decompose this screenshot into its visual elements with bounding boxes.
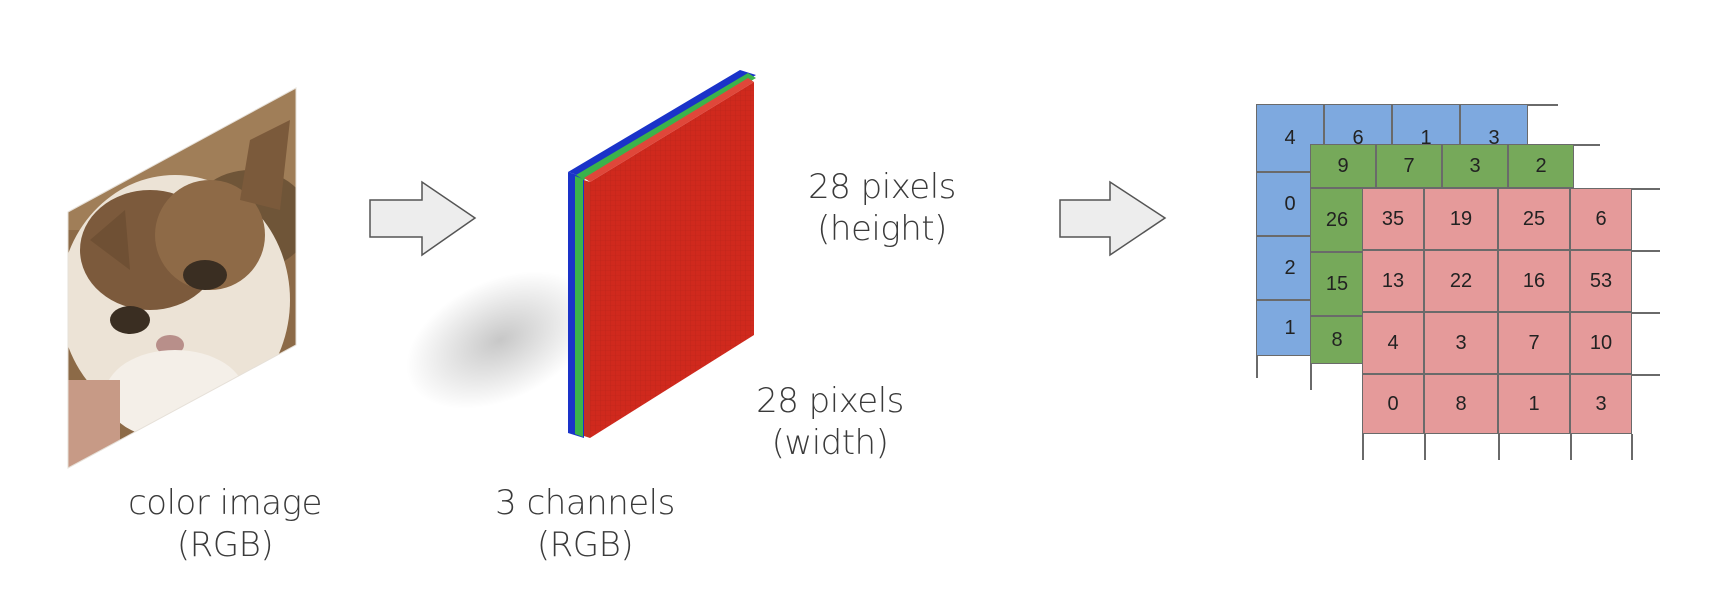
cat-photo-icon	[68, 88, 296, 468]
grid-line	[1362, 434, 1364, 460]
grid-cell: 26	[1310, 188, 1364, 252]
cell-value: 4	[1387, 331, 1399, 354]
cell-value: 4	[1284, 126, 1296, 149]
cell-value: 8	[1331, 328, 1343, 351]
cell-value: 19	[1449, 207, 1473, 230]
grid-cell: 4	[1362, 312, 1424, 374]
grid-cell: 13	[1362, 250, 1424, 312]
grid-line	[1632, 188, 1660, 190]
grid-cell: 16	[1498, 250, 1570, 312]
grid-cell: 10	[1570, 312, 1632, 374]
right-arrow-icon	[369, 180, 477, 257]
grid-cell: 35	[1362, 188, 1424, 250]
grid-cell: 25	[1498, 188, 1570, 250]
color-image-label-line1: color image	[128, 483, 322, 523]
grid-line	[1574, 144, 1600, 146]
cell-value: 1	[1284, 316, 1296, 339]
grid-cell: 3	[1442, 144, 1508, 188]
cell-value: 9	[1337, 154, 1349, 177]
cell-value: 1	[1420, 126, 1432, 149]
cell-value: 0	[1284, 192, 1296, 215]
height-label: 28 pixels (height)	[782, 166, 982, 250]
grid-cell: 7	[1498, 312, 1570, 374]
grid-cell: 6	[1570, 188, 1632, 250]
channels-label-line2: (RGB)	[536, 525, 634, 565]
cell-value: 7	[1528, 331, 1540, 354]
grid-cell: 3	[1424, 312, 1498, 374]
color-image-label: color image (RGB)	[100, 482, 350, 566]
height-label-line2: (height)	[817, 209, 947, 249]
grid-cell: 53	[1570, 250, 1632, 312]
grid-line	[1528, 104, 1558, 106]
grid-line	[1310, 364, 1312, 390]
grid-line	[1632, 374, 1660, 376]
grid-cell: 7	[1376, 144, 1442, 188]
grid-line	[1498, 434, 1500, 460]
cell-value: 25	[1522, 207, 1546, 230]
cell-value: 2	[1535, 154, 1547, 177]
grid-cell: 1	[1498, 374, 1570, 434]
grid-cell: 8	[1424, 374, 1498, 434]
grid-line	[1570, 434, 1572, 460]
grid-cell: 22	[1424, 250, 1498, 312]
right-arrow-icon	[1059, 180, 1167, 257]
cell-value: 2	[1284, 256, 1296, 279]
grid-cell: 19	[1424, 188, 1498, 250]
grid-cell: 2	[1508, 144, 1574, 188]
cell-value: 1	[1528, 392, 1540, 415]
cell-value: 3	[1595, 392, 1607, 415]
cell-value: 8	[1455, 392, 1467, 415]
channel-stack	[568, 70, 756, 438]
height-label-line1: 28 pixels	[808, 167, 956, 207]
grid-line	[1424, 434, 1426, 460]
grid-cell: 15	[1310, 252, 1364, 316]
width-label: 28 pixels (width)	[730, 380, 930, 464]
grid-line	[1631, 434, 1633, 460]
photo-frame	[67, 87, 297, 469]
cell-value: 15	[1325, 272, 1349, 295]
cell-value: 3	[1469, 154, 1481, 177]
grid-line	[1256, 356, 1258, 378]
channels-label-line1: 3 channels	[495, 483, 675, 523]
cell-value: 6	[1595, 207, 1607, 230]
grid-cell: 9	[1310, 144, 1376, 188]
cell-value: 10	[1589, 331, 1613, 354]
grid-cell: 3	[1570, 374, 1632, 434]
cell-value: 3	[1488, 126, 1500, 149]
cell-value: 7	[1403, 154, 1415, 177]
cell-value: 53	[1589, 269, 1613, 292]
channels-label: 3 channels (RGB)	[470, 482, 700, 566]
cell-value: 22	[1449, 269, 1473, 292]
color-image-label-line2: (RGB)	[176, 525, 274, 565]
grid-cell: 0	[1362, 374, 1424, 434]
cell-value: 3	[1455, 331, 1467, 354]
cell-value: 35	[1381, 207, 1405, 230]
cell-value: 16	[1522, 269, 1546, 292]
grid-line	[1632, 250, 1660, 252]
grid-line	[1632, 312, 1660, 314]
cell-value: 6	[1352, 126, 1364, 149]
cell-value: 26	[1325, 208, 1349, 231]
grid-cell: 8	[1310, 316, 1364, 364]
cell-value: 0	[1387, 392, 1399, 415]
cube-shadow	[405, 271, 595, 409]
width-label-line1: 28 pixels	[756, 381, 904, 421]
cell-value: 13	[1381, 269, 1405, 292]
width-label-line2: (width)	[771, 423, 889, 463]
